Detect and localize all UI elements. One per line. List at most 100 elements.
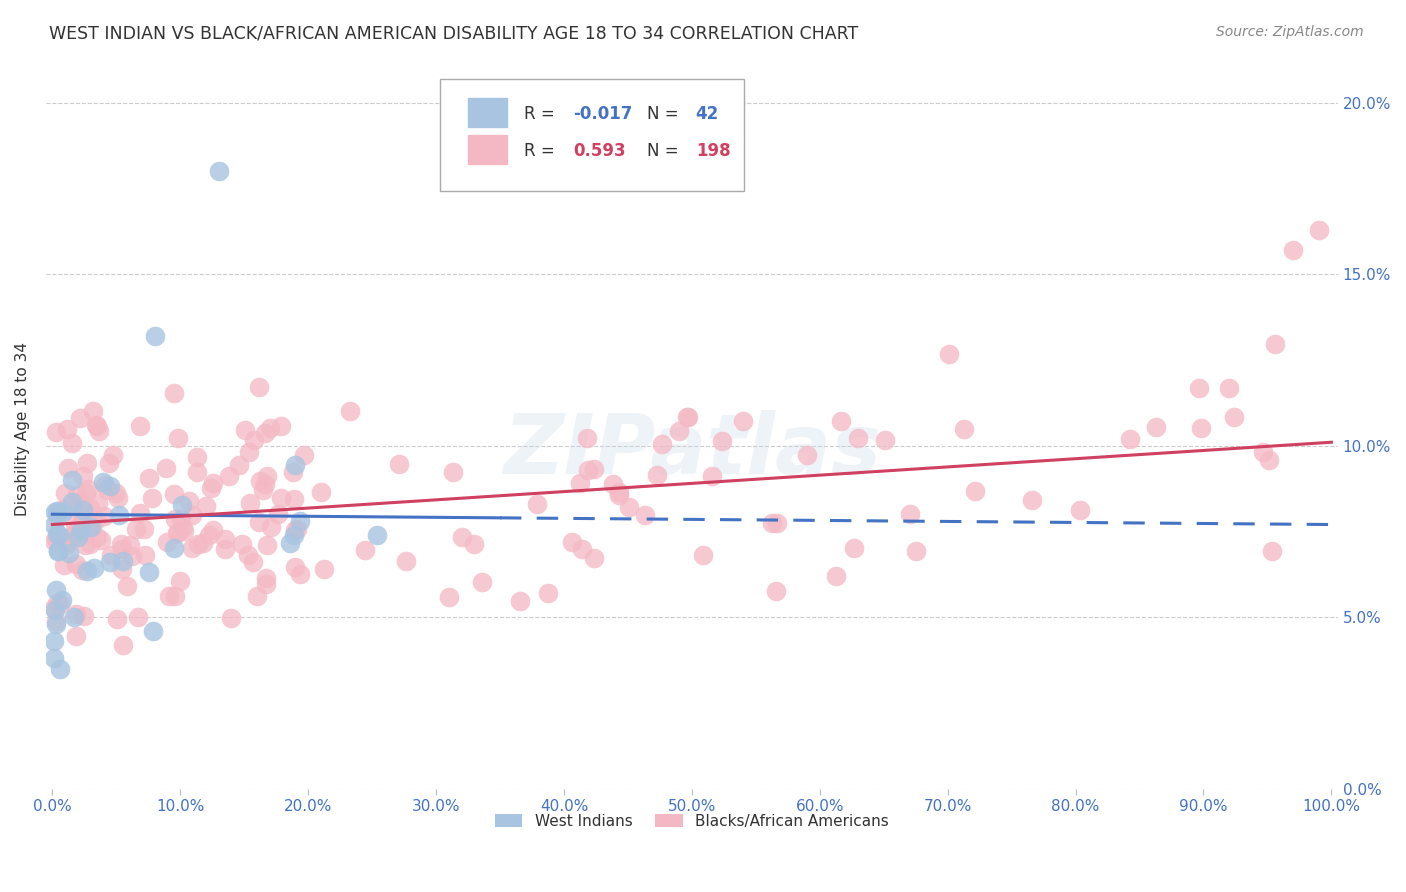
Point xyxy=(96,483,118,497)
Point xyxy=(42,651,65,665)
Point xyxy=(65,629,87,643)
Text: R =: R = xyxy=(524,143,560,161)
Point xyxy=(366,527,388,541)
Point xyxy=(65,607,87,621)
Point xyxy=(169,574,191,588)
Point xyxy=(607,488,630,502)
Point xyxy=(63,525,86,540)
Point xyxy=(46,508,69,522)
Point xyxy=(166,431,188,445)
Point xyxy=(450,530,472,544)
Point xyxy=(339,404,361,418)
Point xyxy=(441,465,464,479)
Point xyxy=(267,507,290,521)
Point xyxy=(254,577,277,591)
Point xyxy=(104,486,127,500)
Point xyxy=(46,544,69,558)
Point xyxy=(86,418,108,433)
Point xyxy=(231,536,253,550)
Text: N =: N = xyxy=(647,105,683,123)
Point xyxy=(46,504,69,518)
Point xyxy=(238,445,260,459)
Point xyxy=(249,474,271,488)
Point xyxy=(1282,244,1305,258)
Point xyxy=(284,524,307,538)
Point xyxy=(87,496,110,510)
Point xyxy=(761,516,783,530)
Point xyxy=(129,506,152,520)
Point xyxy=(59,530,82,544)
Point xyxy=(51,593,73,607)
Point xyxy=(247,515,270,529)
Point xyxy=(1264,336,1286,351)
Point xyxy=(1251,444,1274,458)
Text: 0.593: 0.593 xyxy=(574,143,626,161)
Point xyxy=(186,450,208,465)
Point xyxy=(283,527,305,541)
Point xyxy=(796,448,818,462)
Text: WEST INDIAN VS BLACK/AFRICAN AMERICAN DISABILITY AGE 18 TO 34 CORRELATION CHART: WEST INDIAN VS BLACK/AFRICAN AMERICAN DI… xyxy=(49,25,859,43)
Point xyxy=(93,475,115,489)
Point xyxy=(117,579,139,593)
Point xyxy=(288,567,311,582)
Point xyxy=(873,434,896,448)
Point xyxy=(100,548,122,562)
Point xyxy=(67,521,90,535)
Point xyxy=(607,485,630,500)
Point xyxy=(53,486,76,500)
Point xyxy=(79,519,101,533)
Text: 198: 198 xyxy=(696,143,730,161)
Point xyxy=(138,471,160,485)
Point xyxy=(42,634,65,648)
Point xyxy=(187,537,209,551)
Point xyxy=(166,525,188,540)
Point xyxy=(963,484,986,499)
Point xyxy=(93,508,115,523)
Point xyxy=(58,460,80,475)
Point xyxy=(58,534,80,549)
Point xyxy=(110,536,132,550)
Point xyxy=(46,544,69,558)
Point xyxy=(463,537,485,551)
Point xyxy=(118,538,141,552)
Point xyxy=(898,507,921,521)
Point xyxy=(246,589,269,603)
Text: -0.017: -0.017 xyxy=(574,105,633,123)
Point xyxy=(537,586,560,600)
Point xyxy=(65,558,87,572)
FancyBboxPatch shape xyxy=(468,136,508,164)
Point xyxy=(1189,421,1212,435)
Point xyxy=(172,521,194,535)
Point xyxy=(107,508,129,522)
Point xyxy=(253,425,276,440)
Text: Source: ZipAtlas.com: Source: ZipAtlas.com xyxy=(1216,25,1364,39)
Point xyxy=(256,538,278,552)
Point xyxy=(70,523,93,537)
Point xyxy=(58,546,80,560)
Point xyxy=(42,534,65,549)
Point xyxy=(214,541,236,556)
Point xyxy=(1222,409,1244,424)
Point xyxy=(165,590,187,604)
Point xyxy=(283,465,305,479)
Point xyxy=(1261,544,1284,558)
Point xyxy=(509,594,531,608)
Point xyxy=(437,591,460,605)
Point xyxy=(228,458,250,472)
Point xyxy=(69,502,91,516)
Point xyxy=(70,514,93,528)
Legend: West Indians, Blacks/African Americans: West Indians, Blacks/African Americans xyxy=(489,807,894,835)
Point xyxy=(198,528,221,542)
Point xyxy=(186,466,208,480)
Text: R =: R = xyxy=(524,105,560,123)
Point xyxy=(107,491,129,505)
Point xyxy=(904,544,927,558)
Point xyxy=(155,461,177,475)
Point xyxy=(75,486,97,500)
Point xyxy=(45,527,67,541)
Point xyxy=(73,538,96,552)
Point xyxy=(938,346,960,360)
Point xyxy=(283,491,305,506)
Point xyxy=(235,423,257,437)
Point xyxy=(45,425,67,439)
